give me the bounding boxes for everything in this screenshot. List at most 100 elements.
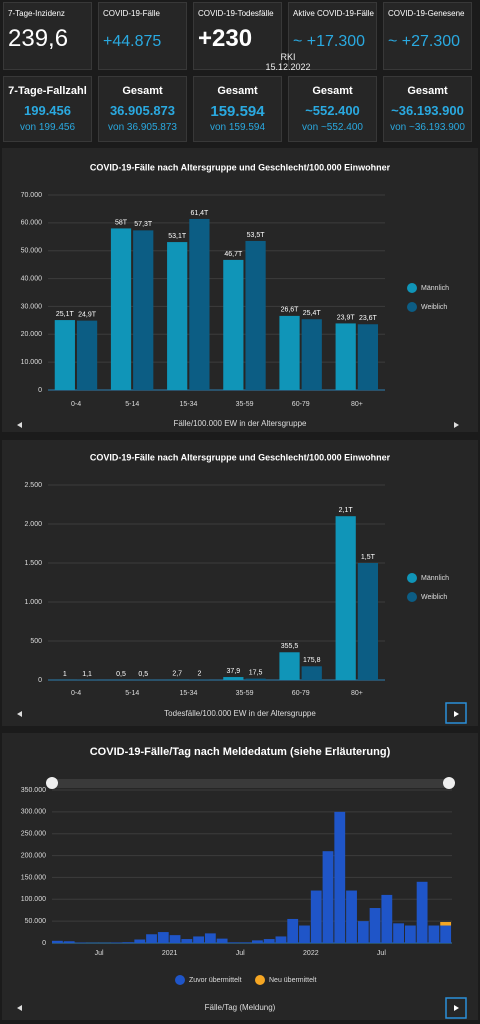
kpi-tile: Gesamt ~36.193.900 von ~36.193.900 <box>383 76 472 142</box>
data-label: 0,5 <box>138 671 148 678</box>
range-slider[interactable] <box>48 779 453 788</box>
y-tick-label: 2.500 <box>24 482 42 489</box>
legend-swatch <box>175 975 185 985</box>
kpi-label: COVID-19-Genesene <box>388 9 465 18</box>
data-label: 1 <box>63 671 67 678</box>
kpi-label: Gesamt <box>217 85 258 97</box>
bar <box>369 908 381 943</box>
bar <box>245 240 266 390</box>
x-tick-label: Jul <box>377 950 386 957</box>
data-label: 175,8 <box>303 657 321 664</box>
kpi-subvalue: von 199.456 <box>19 122 76 133</box>
bar <box>440 925 452 943</box>
next-button[interactable] <box>445 997 467 1019</box>
date: 15.12.2022 <box>265 62 311 72</box>
data-label: 17,5 <box>249 669 263 676</box>
bar <box>381 894 393 943</box>
bar <box>76 320 98 390</box>
x-axis-label: Fälle/100.000 EW in der Altersgruppe <box>174 419 308 428</box>
kpi-tile: Gesamt ~552.400 von ~552.400 <box>288 76 377 142</box>
y-tick-label: 1.500 <box>24 560 42 567</box>
kpi-subvalue: von 36.905.873 <box>108 122 177 133</box>
y-tick-label: 2.000 <box>24 521 42 528</box>
data-label: 24,9T <box>78 311 97 318</box>
bar <box>204 933 216 943</box>
x-tick-label: 15-34 <box>179 690 197 697</box>
kpi-label: Aktive COVID-19-Fälle <box>293 9 374 18</box>
kpi-tile: 7-Tage-Fallzahl 199.456 von 199.456 <box>3 76 92 142</box>
y-tick-label: 150.000 <box>21 874 46 881</box>
bar <box>193 936 204 943</box>
x-tick-label: 0-4 <box>71 690 81 697</box>
bar <box>310 890 322 943</box>
x-tick-label: Jul <box>95 950 104 957</box>
kpi-value: +230 <box>198 25 253 52</box>
bar <box>287 918 299 943</box>
legend-label: Weiblich <box>421 594 447 601</box>
bar <box>279 315 300 390</box>
legend-swatch <box>407 302 417 312</box>
kpi-label: Gesamt <box>122 85 163 97</box>
x-tick-label: 5-14 <box>125 690 139 697</box>
bar <box>393 923 404 943</box>
data-label: 23,9T <box>337 314 356 321</box>
x-tick-label: 5-14 <box>125 401 139 408</box>
bar <box>110 228 132 390</box>
kpi-tile: Aktive COVID-19-Fälle ~ +17.300 <box>288 2 377 70</box>
bar <box>299 925 310 943</box>
y-tick-label: 50.000 <box>21 248 43 255</box>
kpi-label: 7-Tage-Fallzahl <box>8 85 87 97</box>
bar <box>110 942 122 943</box>
kpi-label: Gesamt <box>407 85 448 97</box>
next-arrow[interactable] <box>454 422 459 428</box>
kpi-label: COVID-19-Todesfälle <box>198 9 274 18</box>
prev-arrow[interactable] <box>17 711 22 717</box>
x-tick-label: 35-59 <box>236 690 254 697</box>
data-label: 23,6T <box>359 315 378 322</box>
bar <box>228 942 240 943</box>
bar <box>334 811 346 943</box>
next-button[interactable] <box>445 702 467 724</box>
data-label: 0,5 <box>116 671 126 678</box>
bar <box>181 939 193 943</box>
bar <box>275 936 287 943</box>
bar <box>223 259 244 390</box>
data-label: 2,7 <box>172 671 182 678</box>
bar <box>263 939 275 943</box>
y-tick-label: 70.000 <box>21 192 43 199</box>
bar <box>54 320 75 390</box>
y-tick-label: 0 <box>42 940 46 947</box>
bar <box>357 324 379 390</box>
kpi-value: ~36.193.900 <box>391 103 464 118</box>
bar <box>346 890 357 943</box>
kpi-value: 239,6 <box>8 25 69 52</box>
slider-handle[interactable] <box>443 777 455 789</box>
prev-arrow[interactable] <box>17 422 22 428</box>
kpi-subvalue: von ~36.193.900 <box>390 122 465 133</box>
x-tick-label: 2022 <box>303 950 319 957</box>
kpi-tile: COVID-19-Todesfälle +230 <box>193 2 282 70</box>
kpi-subvalue: von 159.594 <box>209 122 266 133</box>
data-label: 46,7T <box>224 251 243 258</box>
bar <box>428 925 440 943</box>
bar <box>240 942 252 943</box>
x-tick-label: 2021 <box>162 950 178 957</box>
x-tick-label: 80+ <box>351 690 363 697</box>
bar <box>157 932 169 943</box>
x-tick-label: 15-34 <box>179 401 197 408</box>
bar <box>134 939 146 943</box>
bar <box>63 941 75 943</box>
bar <box>357 563 379 680</box>
bar <box>223 677 244 680</box>
next-arrow[interactable] <box>454 1005 459 1011</box>
kpi-value: 36.905.873 <box>109 103 176 118</box>
bar <box>357 921 369 943</box>
data-label: 1,1 <box>82 671 92 678</box>
bar <box>52 940 63 943</box>
slider-handle[interactable] <box>46 777 58 789</box>
x-tick-label: Jul <box>236 950 245 957</box>
prev-arrow[interactable] <box>17 1005 22 1011</box>
data-label: 53,1T <box>168 233 187 240</box>
next-arrow[interactable] <box>454 711 459 717</box>
